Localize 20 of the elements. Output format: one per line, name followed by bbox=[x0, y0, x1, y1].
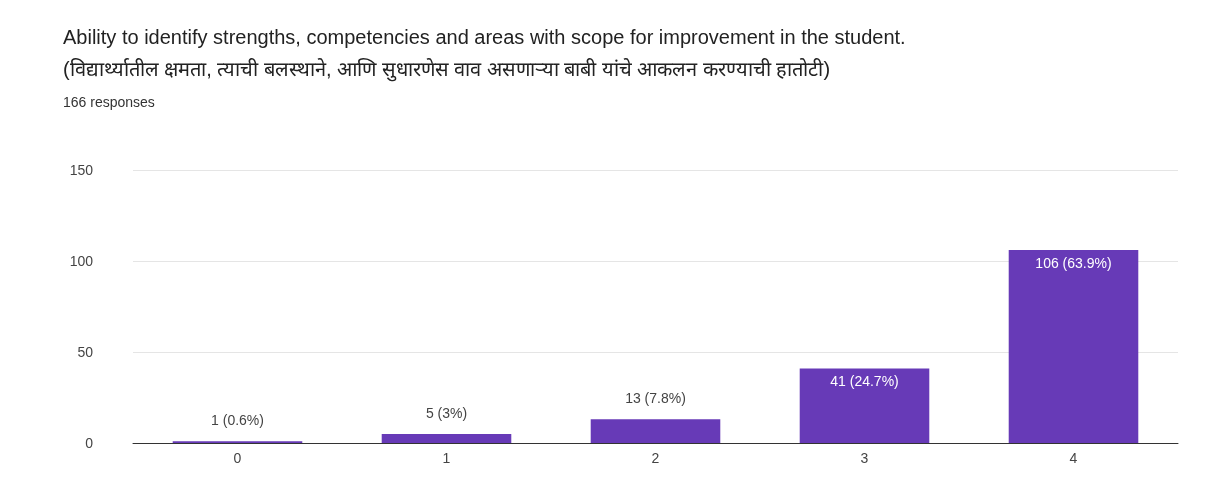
chart-subtitle: 166 responses bbox=[63, 94, 155, 110]
x-tick-label: 1 bbox=[442, 450, 451, 466]
x-tick-label: 3 bbox=[860, 450, 869, 466]
x-tick-label: 0 bbox=[233, 450, 242, 466]
data-label: 13 (7.8%) bbox=[625, 390, 686, 407]
bar bbox=[1008, 250, 1139, 443]
data-label: 106 (63.9%) bbox=[1035, 255, 1112, 272]
y-tick-label: 0 bbox=[85, 435, 94, 451]
chart-title: Ability to identify strengths, competencies and areas with scope for improvement in the student. (विद्यार्थ्यातील क्षमता, त्याची बलस्थाने, आणि सुधारणेस वाव असणाऱ्या बाबी यांचे आकलन करण्याची हातोटी) bbox=[63, 26, 906, 82]
y-tick-label: 50 bbox=[77, 344, 94, 360]
bar bbox=[590, 419, 721, 443]
y-tick-label: 100 bbox=[69, 253, 94, 269]
y-tick-label: 150 bbox=[69, 162, 94, 178]
x-tick-label: 2 bbox=[651, 450, 660, 466]
data-label: 5 (3%) bbox=[425, 404, 468, 421]
x-tick-label: 4 bbox=[1069, 450, 1078, 466]
data-label: 41 (24.7%) bbox=[830, 373, 899, 390]
bar bbox=[799, 368, 930, 443]
bar bbox=[381, 433, 512, 443]
data-label: 1 (0.6%) bbox=[211, 412, 264, 429]
